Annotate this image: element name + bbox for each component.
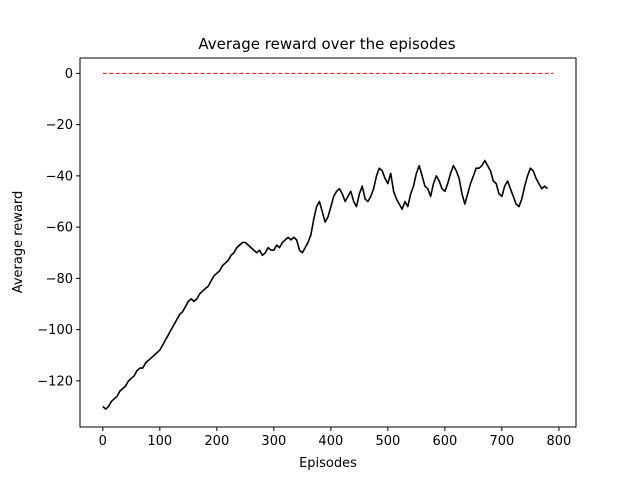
- y-tick-label: −60: [46, 221, 73, 236]
- plot-area: [79, 57, 577, 428]
- chart-title: Average reward over the episodes: [198, 35, 455, 53]
- x-tick-label: 600: [432, 434, 457, 449]
- y-tick-label: −100: [37, 323, 73, 338]
- y-tick-label: 0: [65, 67, 73, 82]
- x-tick-label: 0: [99, 434, 107, 449]
- x-axis: 0 100 200 300 400 500 600 700 800: [99, 427, 571, 449]
- x-tick-label: 100: [147, 434, 172, 449]
- x-tick-label: 300: [261, 434, 286, 449]
- series-layer: [102, 72, 554, 410]
- reward-series-line: [102, 159, 549, 410]
- x-tick-label: 700: [489, 434, 514, 449]
- y-tick-label: −120: [37, 374, 73, 389]
- x-tick-label: 400: [318, 434, 343, 449]
- x-tick-label: 200: [204, 434, 229, 449]
- x-tick-label: 500: [375, 434, 400, 449]
- y-tick-label: −80: [46, 272, 73, 287]
- y-axis-label: Average reward: [11, 191, 26, 294]
- x-tick-label: 800: [546, 434, 571, 449]
- y-axis: 0 −20 −40 −60 −80 −100 −120: [37, 67, 80, 389]
- y-tick-label: −20: [46, 118, 73, 133]
- y-tick-label: −40: [46, 169, 73, 184]
- x-axis-label: Episodes: [299, 456, 357, 471]
